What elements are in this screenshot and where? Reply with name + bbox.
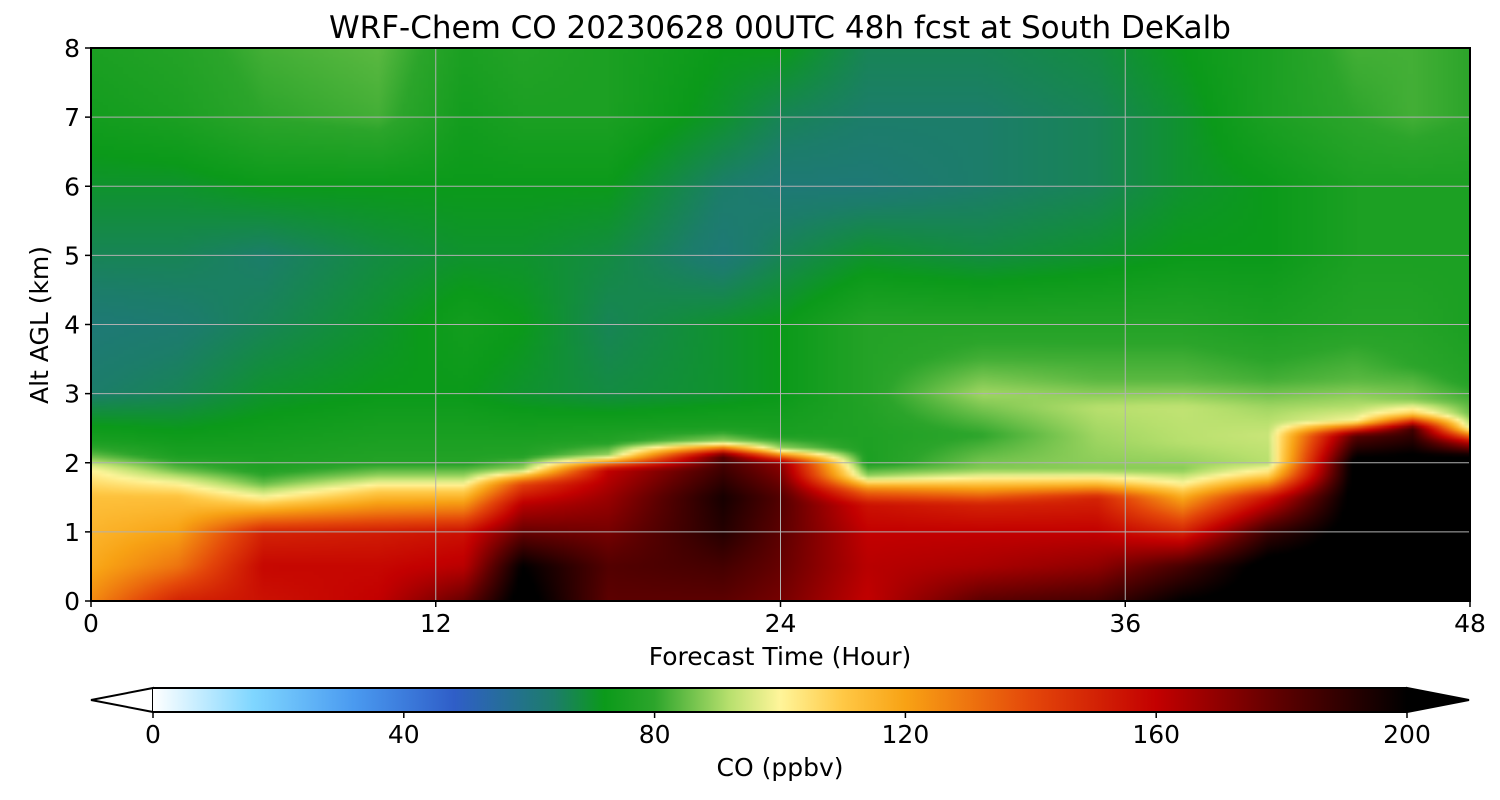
y-tick-label: 5 [64, 241, 80, 270]
colorbar-gradient-bar [153, 688, 1407, 712]
colorbar-tick-label: 40 [388, 720, 420, 749]
colorbar-tick-label: 120 [882, 720, 930, 749]
x-tick-label: 36 [1109, 609, 1141, 638]
y-tick-label: 4 [64, 311, 80, 340]
x-tick-label: 12 [420, 609, 452, 638]
y-tick-label: 7 [64, 103, 80, 132]
colorbar-tick-label: 80 [639, 720, 671, 749]
y-tick-label: 0 [64, 587, 80, 616]
y-axis-label: Alt AGL (km) [25, 246, 54, 404]
x-axis-label: Forecast Time (Hour) [649, 642, 912, 671]
x-tick-label: 24 [765, 609, 797, 638]
colorbar-tick-label: 200 [1383, 720, 1431, 749]
colorbar-min-extension [90, 686, 154, 714]
x-tick-label: 48 [1454, 609, 1486, 638]
y-axis-ticks: 0 1 2 3 4 5 6 7 8 [64, 34, 91, 616]
y-tick-label: 2 [64, 449, 80, 478]
y-tick-label: 1 [64, 518, 80, 547]
y-tick-label: 3 [64, 380, 80, 409]
colorbar-tick-label: 0 [145, 720, 161, 749]
colorbar-label: CO (ppbv) [717, 753, 844, 782]
colorbar-ticks: 0 40 80 120 160 200 [145, 712, 1431, 749]
colorbar-max-extension [1406, 686, 1470, 714]
colorbar: 0 40 80 120 160 200 CO (ppbv) [90, 686, 1470, 782]
y-tick-label: 6 [64, 172, 80, 201]
y-tick-label: 8 [64, 34, 80, 63]
colorbar-tick-label: 160 [1132, 720, 1180, 749]
x-axis-ticks: 0 12 24 36 48 [83, 601, 1486, 638]
chart-title: WRF-Chem CO 20230628 00UTC 48h fcst at S… [329, 10, 1231, 46]
x-tick-label: 0 [83, 609, 99, 638]
